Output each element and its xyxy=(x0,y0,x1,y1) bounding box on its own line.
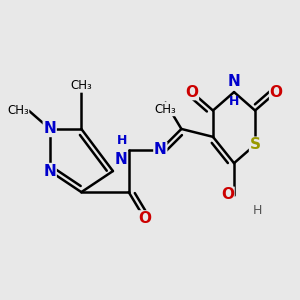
Text: CH₃: CH₃ xyxy=(7,104,29,117)
Text: N: N xyxy=(44,122,56,136)
Text: N: N xyxy=(228,74,240,89)
Text: N: N xyxy=(154,142,167,158)
Text: CH₃: CH₃ xyxy=(155,103,176,116)
Text: O: O xyxy=(138,211,151,226)
Text: H: H xyxy=(229,95,239,108)
Text: H: H xyxy=(253,204,262,217)
Text: O: O xyxy=(185,85,198,100)
Text: O: O xyxy=(270,85,283,100)
Text: CH₃: CH₃ xyxy=(70,79,92,92)
Text: H: H xyxy=(117,134,128,147)
Text: S: S xyxy=(250,137,261,152)
Text: N: N xyxy=(115,152,128,167)
Text: N: N xyxy=(44,164,56,178)
Text: O: O xyxy=(221,187,234,202)
